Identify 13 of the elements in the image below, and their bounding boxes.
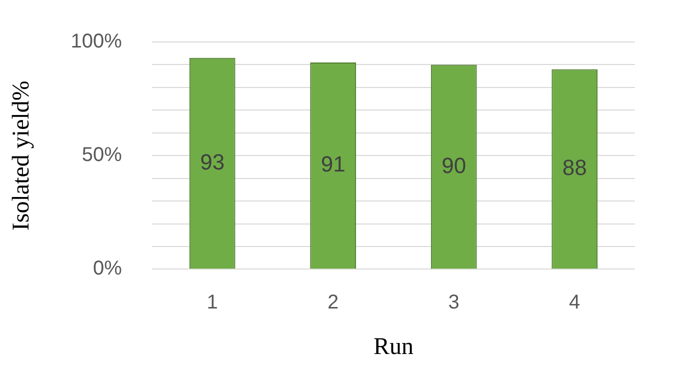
x-tick-label: 3	[448, 292, 460, 314]
y-tick-label: 100%	[70, 30, 122, 53]
x-tick-label: 1	[206, 292, 218, 314]
y-tick-label: 50%	[82, 144, 122, 166]
data-label: 91	[320, 152, 346, 177]
x-tick-label: 2	[328, 292, 339, 314]
x-axis-title: Run	[373, 334, 414, 360]
x-tick-label: 4	[569, 292, 580, 314]
data-label: 88	[562, 155, 587, 180]
y-axis-title: Isolated yield%	[8, 80, 35, 231]
y-tick-label: 0%	[93, 258, 122, 280]
data-label: 90	[442, 152, 466, 178]
data-label: 93	[200, 149, 225, 174]
